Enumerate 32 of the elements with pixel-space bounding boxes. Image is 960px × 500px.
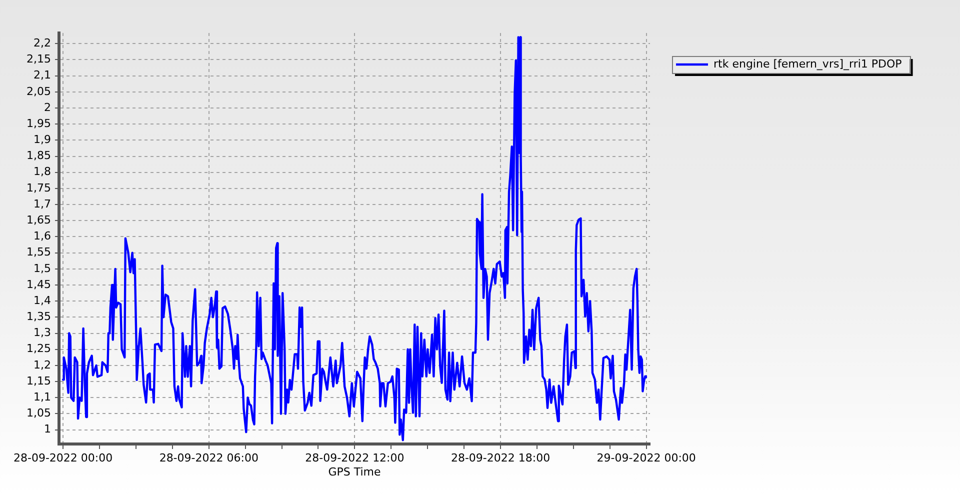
y-tick-label: 1,45 [26, 278, 51, 291]
y-tick-label: 1,65 [26, 213, 51, 226]
legend-label: rtk engine [femern_vrs]_rri1 PDOP [714, 57, 902, 70]
y-tick-label: 1,4 [34, 294, 51, 307]
y-tick-label: 1,75 [26, 181, 51, 194]
y-tick-label: 2,1 [34, 68, 51, 82]
y-tick-label: 2,2 [34, 36, 51, 50]
x-tick-label: 28-09-2022 18:00 [450, 451, 550, 464]
y-tick-label: 1,3 [34, 326, 51, 340]
y-tick-label: 1,6 [34, 230, 51, 243]
y-tick-label: 2 [44, 100, 51, 114]
y-tick-label: 1,55 [26, 246, 51, 259]
x-tick-label: 29-09-2022 00:00 [596, 451, 696, 464]
y-tick-label: 2,15 [26, 52, 51, 66]
y-tick-label: 1,2 [34, 358, 51, 372]
y-tick-label: 1 [44, 422, 51, 436]
y-tick-label: 1,95 [26, 116, 51, 130]
y-tick-label: 1,35 [26, 310, 51, 324]
y-tick-label: 1,25 [26, 342, 51, 356]
x-tick-label: 28-09-2022 06:00 [159, 451, 258, 464]
x-tick-label: 28-09-2022 12:00 [305, 451, 404, 464]
y-tick-label: 2,05 [26, 84, 51, 98]
x-axis-title: GPS Time [328, 465, 382, 478]
y-tick-label: 1,8 [34, 165, 51, 178]
y-tick-label: 1,05 [26, 406, 51, 420]
y-tick-label: 1,7 [34, 197, 51, 210]
x-tick-label: 28-09-2022 00:00 [13, 451, 113, 464]
y-tick-label: 1,1 [34, 390, 51, 404]
y-tick-label: 1,9 [34, 133, 51, 146]
y-tick-label: 1,5 [34, 262, 51, 275]
y-tick-label: 1,15 [26, 374, 51, 388]
y-tick-label: 1,85 [26, 149, 51, 162]
